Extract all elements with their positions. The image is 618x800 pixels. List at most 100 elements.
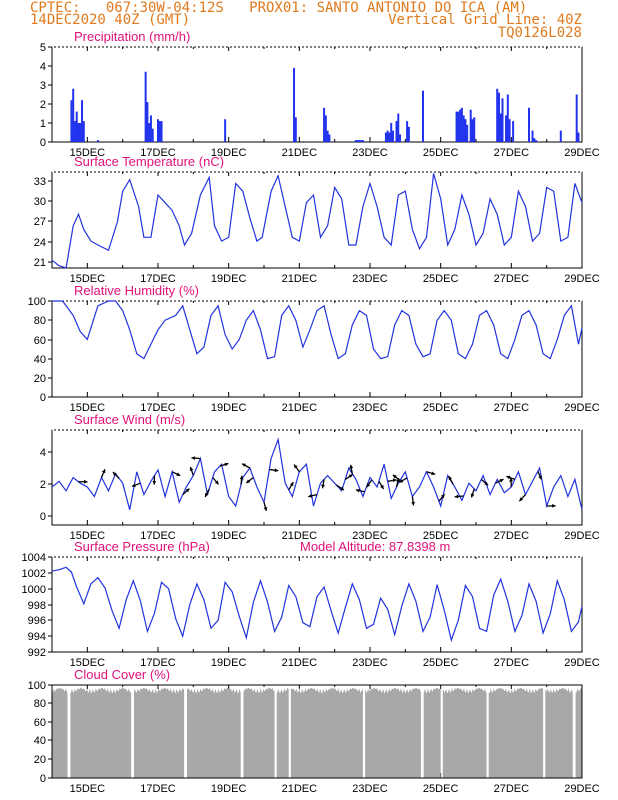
x-tick-label: 17DEC	[140, 147, 176, 159]
panel-frame-4	[51, 556, 583, 653]
wind-arrowhead	[509, 478, 513, 482]
panel-title-2: Relative Humidity (%)	[74, 283, 199, 298]
x-tick-label: 15DEC	[70, 783, 106, 795]
precip-bar	[407, 126, 410, 142]
y-tick-label: 27	[34, 216, 46, 228]
cloud-cover-area	[442, 687, 487, 778]
precip-bar	[323, 107, 326, 142]
x-tick-label: 19DEC	[211, 273, 247, 285]
panel-frame-3	[51, 429, 583, 526]
y-tick-label: 994	[28, 631, 46, 643]
precip-bar	[360, 140, 363, 142]
wind-arrowhead	[355, 488, 360, 493]
cloud-cover-area	[276, 687, 289, 778]
precip-bar	[506, 94, 509, 142]
precip-bar	[512, 121, 515, 142]
precip-bar	[469, 109, 472, 142]
precip-bar	[361, 140, 364, 142]
wind-arrowhead	[101, 469, 106, 474]
header-grid-line: Vertical Grid Line: 40Z	[388, 12, 582, 28]
wind-arrowhead	[392, 474, 397, 479]
precip-bar	[462, 115, 465, 142]
cloud-cover-area	[545, 687, 573, 778]
precip-bar	[391, 130, 394, 142]
y-tick-label: 5	[40, 42, 46, 54]
y-tick-label: 1	[40, 118, 46, 130]
wind-arrowhead	[185, 488, 190, 493]
precip-bar	[82, 121, 85, 142]
precip-bar	[395, 121, 398, 142]
header-run-date: 14DEC2020 40Z (GMT)	[30, 12, 191, 28]
precip-bar	[459, 109, 462, 142]
precip-bar	[324, 115, 327, 142]
y-tick-label: 21	[34, 257, 46, 269]
y-tick-label: 80	[34, 698, 46, 710]
x-tick-label: 17DEC	[140, 530, 176, 542]
y-tick-label: 1004	[22, 552, 46, 564]
wind-arrowhead	[224, 462, 229, 467]
precip-bar	[390, 123, 393, 142]
y-tick-label: 40	[34, 354, 46, 366]
precip-bar	[148, 123, 151, 142]
x-tick-label: 23DEC	[352, 657, 388, 669]
cloud-cover-area	[243, 687, 275, 778]
wind-arrowhead	[246, 479, 251, 483]
precip-bar	[386, 130, 389, 142]
precip-bar	[160, 121, 163, 142]
precip-bar	[328, 134, 331, 142]
precip-bar	[575, 94, 578, 142]
wind-arrowhead	[538, 475, 542, 480]
cloud-cover-area	[423, 687, 441, 778]
wind-arrowhead	[470, 493, 475, 498]
wind-arrowhead	[506, 475, 511, 480]
x-tick-label: 17DEC	[140, 657, 176, 669]
precip-bar	[70, 100, 73, 142]
wind-arrowhead	[131, 483, 136, 487]
precip-bar	[293, 67, 296, 142]
panel-title-1: Surface Temperature (nC)	[74, 154, 224, 169]
cloud-cover-area	[187, 687, 241, 778]
x-tick-label: 19DEC	[211, 402, 247, 414]
precip-bar	[146, 102, 149, 142]
precip-bar	[455, 111, 458, 142]
precip-bar	[508, 119, 511, 142]
wind-arrowhead	[263, 507, 268, 511]
cloud-cover-area	[134, 687, 185, 778]
wind-arrowhead	[349, 464, 354, 469]
cloud-cover-area	[70, 687, 132, 778]
precip-bar	[406, 121, 409, 142]
precip-bar	[464, 119, 467, 142]
x-tick-label: 19DEC	[211, 147, 247, 159]
y-tick-label: 80	[34, 315, 46, 327]
y-tick-label: 0	[40, 773, 46, 785]
panel-title-3: Surface Wind (m/s)	[74, 412, 185, 427]
y-tick-label: 0	[40, 511, 46, 523]
cloud-cover-area	[52, 687, 68, 778]
wind-arrowhead	[205, 492, 209, 497]
y-tick-label: 40	[34, 735, 46, 747]
precip-bar	[354, 140, 357, 142]
precip-bar	[157, 119, 159, 142]
precip-bar	[72, 88, 75, 142]
panel-frame-overlay-5	[51, 684, 583, 779]
precip-bar	[577, 132, 580, 142]
wind-arrowhead	[499, 479, 504, 483]
wind-arrowhead	[84, 479, 88, 484]
wind-arrowhead	[214, 480, 219, 485]
precip-bar	[496, 88, 499, 142]
precip-bar	[397, 113, 400, 142]
wind-arrowhead	[411, 501, 415, 506]
panel-title-4: Surface Pressure (hPa)	[74, 539, 210, 554]
precip-bar	[144, 71, 147, 142]
x-tick-label: 21DEC	[282, 147, 318, 159]
precip-bar	[358, 140, 361, 142]
x-tick-label: 19DEC	[211, 657, 247, 669]
wind-arrowhead	[519, 497, 524, 502]
wind-arrowhead	[448, 476, 453, 481]
y-tick-label: 100	[28, 680, 46, 692]
x-tick-label: 21DEC	[282, 402, 318, 414]
y-tick-label: 30	[34, 196, 46, 208]
precip-bar	[531, 130, 534, 142]
x-tick-label: 23DEC	[352, 273, 388, 285]
precip-bar	[96, 140, 99, 142]
